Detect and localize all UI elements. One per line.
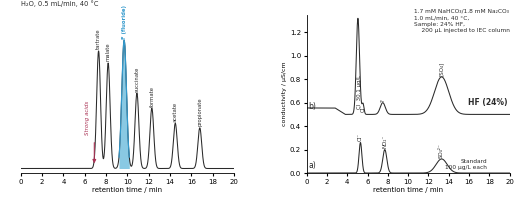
Text: Cl⁻: Cl⁻: [358, 133, 363, 141]
Text: F (fluoride): F (fluoride): [122, 5, 127, 39]
Text: succinate: succinate: [135, 66, 139, 92]
Text: Strong acids: Strong acids: [85, 101, 90, 135]
Text: SO₄²⁻: SO₄²⁻: [439, 143, 444, 158]
Text: a): a): [309, 161, 317, 169]
Text: Cl⁻: Cl⁻: [361, 104, 366, 112]
Text: tartrate: tartrate: [96, 29, 101, 49]
Y-axis label: conductivity / μS/cm: conductivity / μS/cm: [282, 62, 287, 126]
Text: propionate: propionate: [197, 98, 202, 126]
Text: [SO₄]: [SO₄]: [439, 61, 444, 76]
X-axis label: retention time / min: retention time / min: [373, 187, 443, 193]
Text: Cl  30.1 μg/L: Cl 30.1 μg/L: [357, 74, 362, 108]
Text: formate: formate: [149, 86, 154, 107]
Text: H₂O, 0.5 mL/min, 40 °C: H₂O, 0.5 mL/min, 40 °C: [21, 0, 98, 7]
X-axis label: retention time / min: retention time / min: [92, 187, 162, 193]
Text: 1.7 mM NaHCO₃/1.8 mM Na₂CO₃
1.0 mL/min, 40 °C,
Sample: 24% HF,
    200 μL inject: 1.7 mM NaHCO₃/1.8 mM Na₂CO₃ 1.0 mL/min, …: [414, 8, 510, 33]
Text: malate: malate: [106, 43, 111, 61]
Text: Standard
100 μg/L each: Standard 100 μg/L each: [446, 159, 487, 169]
Text: NO₂⁻: NO₂⁻: [382, 135, 387, 148]
Text: b): b): [309, 102, 317, 111]
Text: acetate: acetate: [173, 102, 178, 122]
Text: ?: ?: [380, 99, 385, 101]
Text: HF (24%): HF (24%): [468, 98, 508, 107]
